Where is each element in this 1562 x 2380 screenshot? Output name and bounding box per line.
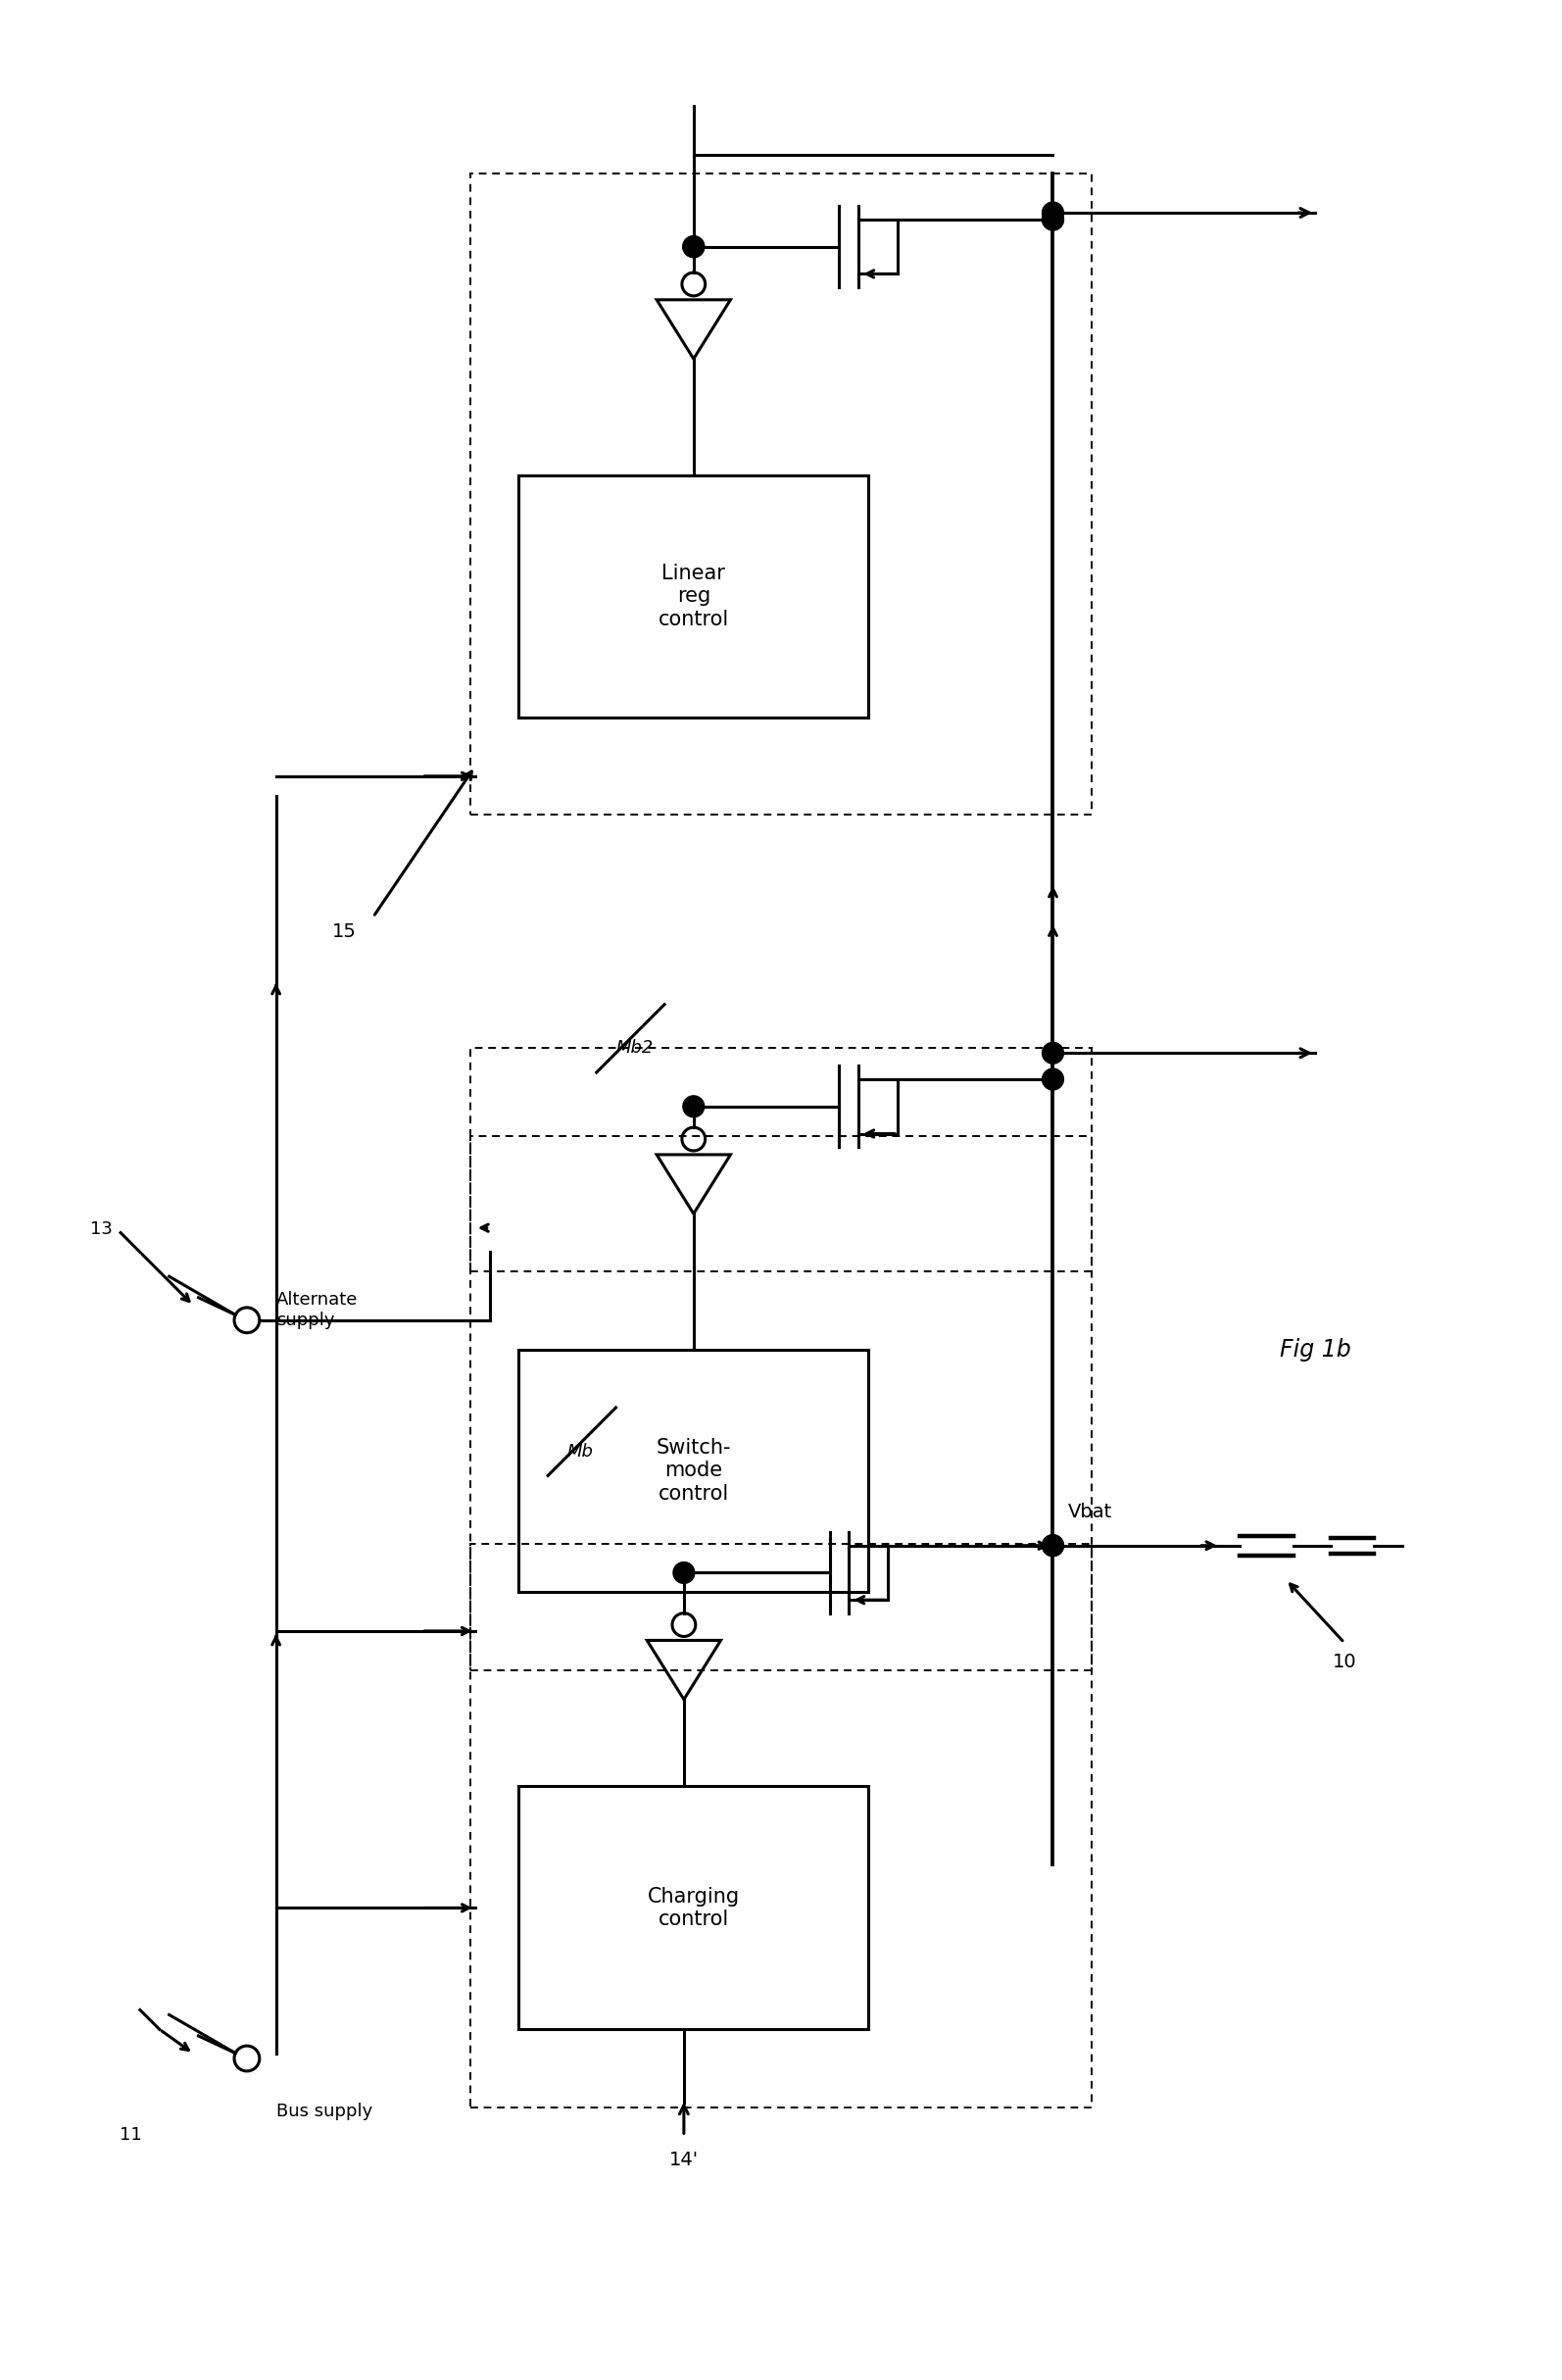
Circle shape — [683, 1095, 704, 1116]
Bar — [470, 1545, 1092, 2106]
Circle shape — [1042, 1535, 1064, 1557]
Text: Fig 1b: Fig 1b — [1279, 1338, 1351, 1361]
Text: 15: 15 — [331, 923, 356, 940]
Circle shape — [1042, 1535, 1064, 1557]
Text: 14': 14' — [669, 2152, 698, 2171]
Text: Charging
control: Charging control — [648, 1887, 740, 1930]
Text: Mb: Mb — [567, 1442, 594, 1461]
Circle shape — [1042, 1042, 1064, 1064]
Circle shape — [683, 236, 704, 257]
Text: Switch-
mode
control: Switch- mode control — [656, 1438, 731, 1504]
Circle shape — [673, 1561, 695, 1583]
Text: 13: 13 — [91, 1221, 112, 1238]
Circle shape — [1042, 209, 1064, 231]
Circle shape — [1042, 209, 1064, 231]
Text: Mb2: Mb2 — [615, 1040, 653, 1057]
Text: Alternate
supply: Alternate supply — [276, 1292, 358, 1330]
Circle shape — [1042, 202, 1064, 224]
Circle shape — [683, 236, 704, 257]
Bar — [470, 1047, 1092, 1271]
Text: Bus supply: Bus supply — [276, 2102, 372, 2121]
Text: 11: 11 — [119, 2125, 142, 2144]
Bar — [470, 174, 1092, 814]
Bar — [519, 476, 868, 719]
Bar — [519, 1349, 868, 1592]
Bar — [470, 1135, 1092, 1671]
Text: Vbat: Vbat — [1067, 1502, 1112, 1521]
Text: 10: 10 — [1332, 1652, 1356, 1671]
Circle shape — [1042, 1069, 1064, 1090]
Text: Linear
reg
control: Linear reg control — [658, 564, 729, 628]
Bar — [519, 1787, 868, 2030]
